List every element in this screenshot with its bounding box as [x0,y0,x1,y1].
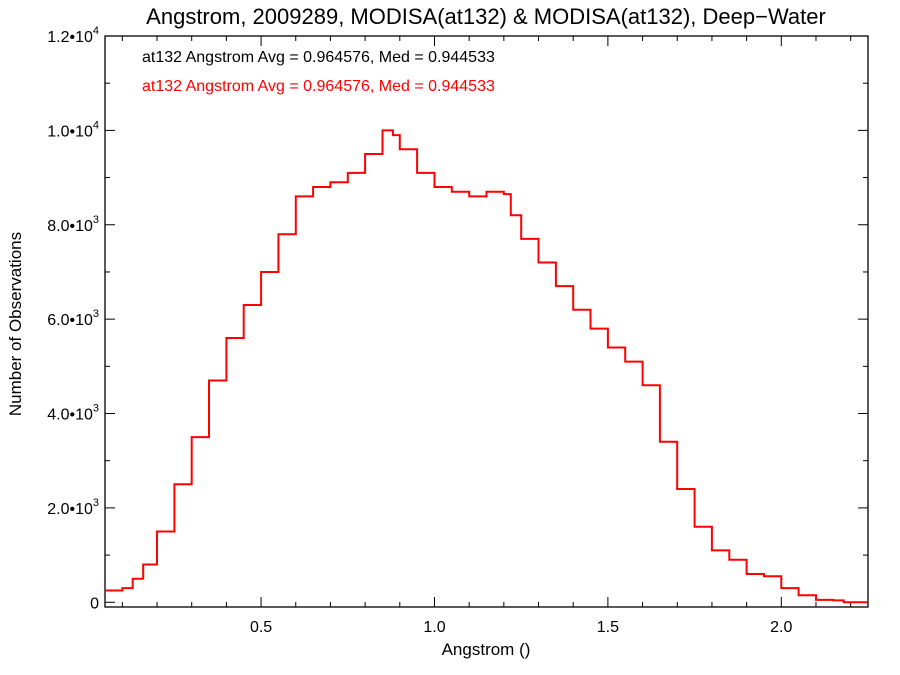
series-layer [105,129,868,604]
y-tick-mantissa: 1.2•10 [47,29,93,46]
y-axis-label: Number of Observations [6,232,25,416]
x-tick-label: 1.0 [423,619,445,636]
y-tick-mantissa: 6.0•10 [47,312,93,329]
axes: 0.5 1.0 1.5 2.002.0•1034.0•1036.0•1038.0•10… [47,25,869,636]
y-tick-exponent: 3 [93,403,99,415]
y-tick-label: 6.0•103 [47,308,99,329]
chart-title: Angstrom, 2009289, MODISA(at132) & MODIS… [146,4,826,29]
y-tick-mantissa: 0 [90,595,99,612]
y-tick-label: 8.0•103 [47,214,99,235]
y-tick-exponent: 4 [93,119,99,131]
y-tick-label: 1.2•104 [47,25,99,46]
x-tick-label: 0.5 [250,619,272,636]
y-tick-label: 1.0•104 [47,119,99,140]
y-tick-mantissa: 4.0•10 [47,407,93,424]
x-tick-label: 2.0 [770,619,792,636]
plot-frame [104,35,869,608]
y-tick-label: 4.0•103 [47,403,99,424]
y-tick-exponent: 3 [93,214,99,226]
legend: at132 Angstrom Avg = 0.964576, Med = 0.9… [142,49,495,95]
legend-entry: at132 Angstrom Avg = 0.964576, Med = 0.9… [142,49,495,66]
y-tick-exponent: 4 [93,25,99,37]
y-tick-mantissa: 2.0•10 [47,501,93,518]
x-tick-label: 1.5 [597,619,619,636]
x-axis-label: Angstrom () [442,640,531,659]
y-tick-label: 2.0•103 [47,497,99,518]
y-tick-label: 0 [90,595,99,612]
y-tick-mantissa: 1.0•10 [47,123,93,140]
y-tick-mantissa: 8.0•10 [47,218,93,235]
y-tick-exponent: 3 [93,497,99,509]
legend-entry: at132 Angstrom Avg = 0.964576, Med = 0.9… [142,78,495,95]
histogram-series-line [105,129,868,604]
y-tick-exponent: 3 [93,308,99,320]
